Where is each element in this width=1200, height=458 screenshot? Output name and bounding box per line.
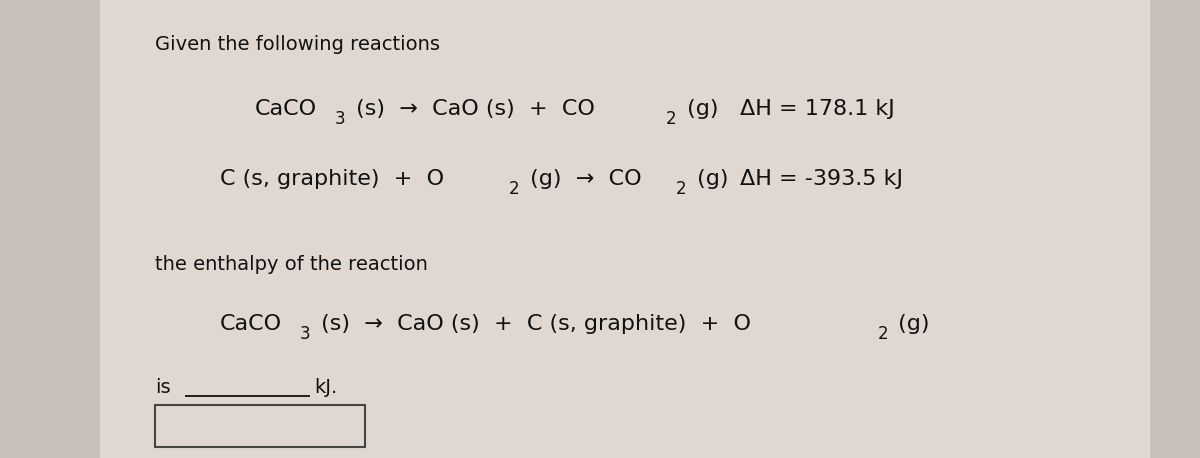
Text: kJ.: kJ. [314, 378, 337, 397]
Text: 2: 2 [509, 180, 520, 198]
Text: C (s, graphite)  +  O: C (s, graphite) + O [220, 169, 444, 189]
Text: 3: 3 [300, 325, 311, 343]
Text: (s)  →  CaO (s)  +  C (s, graphite)  +  O: (s) → CaO (s) + C (s, graphite) + O [314, 314, 751, 334]
Text: (s)  →  CaO (s)  +  CO: (s) → CaO (s) + CO [349, 99, 595, 119]
Text: is: is [155, 378, 170, 397]
Text: ΔH = -393.5 kJ: ΔH = -393.5 kJ [740, 169, 904, 189]
Text: (g): (g) [892, 314, 930, 334]
Bar [155, 405, 365, 447]
Text: (g): (g) [680, 99, 719, 119]
Text: Given the following reactions: Given the following reactions [155, 35, 440, 54]
Text: 2: 2 [666, 110, 677, 128]
Text: 2: 2 [877, 325, 888, 343]
Text: CaCO: CaCO [220, 314, 282, 334]
Text: 2: 2 [676, 180, 686, 198]
Text: ΔH = 178.1 kJ: ΔH = 178.1 kJ [740, 99, 895, 119]
Text: (g): (g) [690, 169, 728, 189]
Text: 3: 3 [335, 110, 346, 128]
Text: (g)  →  CO: (g) → CO [523, 169, 642, 189]
Text: CaCO: CaCO [256, 99, 317, 119]
Text: the enthalpy of the reaction: the enthalpy of the reaction [155, 255, 428, 274]
Bar [100, 0, 1150, 458]
